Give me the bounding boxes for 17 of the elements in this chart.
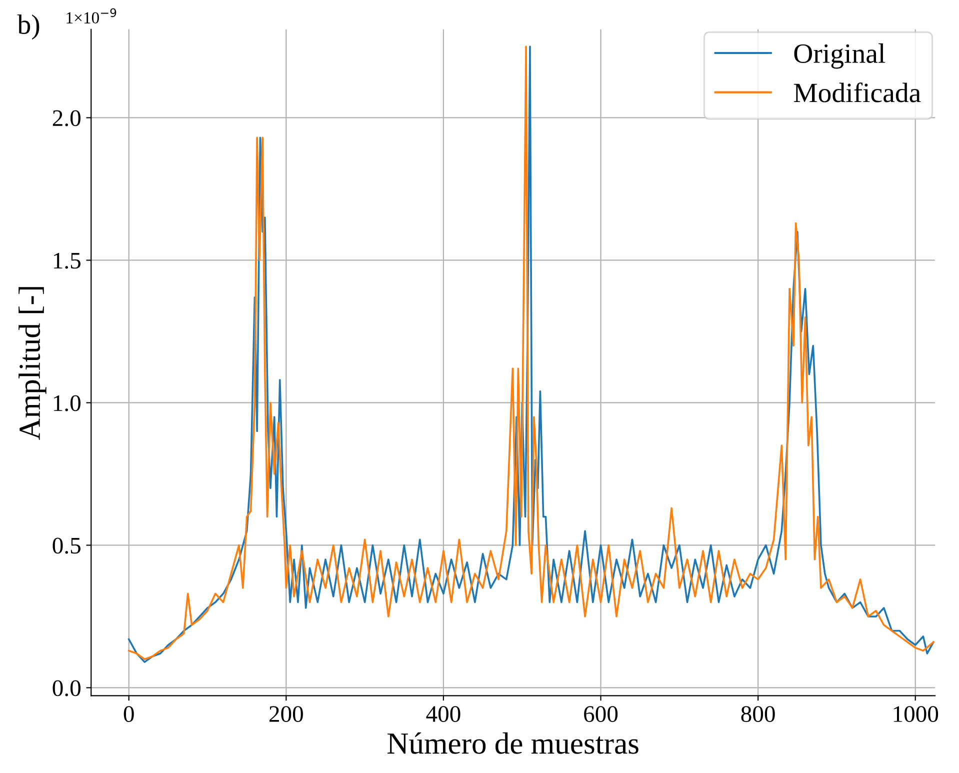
x-tick-label: 1000 [894, 706, 938, 722]
y-tick-label: 0.0 [52, 680, 80, 696]
x-axis-title: Número de muestras [388, 732, 638, 754]
x-tick-label: 200 [269, 706, 303, 722]
legend-label: Original [794, 43, 886, 69]
y-tick-label: 1.5 [54, 252, 80, 269]
y-tick-label: 0.5 [52, 538, 80, 554]
x-tick-label: 800 [741, 706, 775, 722]
y-tick-label: 2.0 [52, 110, 80, 126]
y-tick-label: 1.0 [54, 395, 80, 412]
x-tick-label: 600 [584, 706, 618, 722]
legend-label: Modificada [794, 82, 921, 102]
x-tick-label: 400 [426, 706, 460, 722]
y-axis-title: Amplitud [-] [18, 287, 46, 440]
x-tick-label: 0 [124, 706, 134, 722]
text: b) [17, 14, 40, 40]
text: 1×10$^{−9}$ [66, 8, 116, 24]
